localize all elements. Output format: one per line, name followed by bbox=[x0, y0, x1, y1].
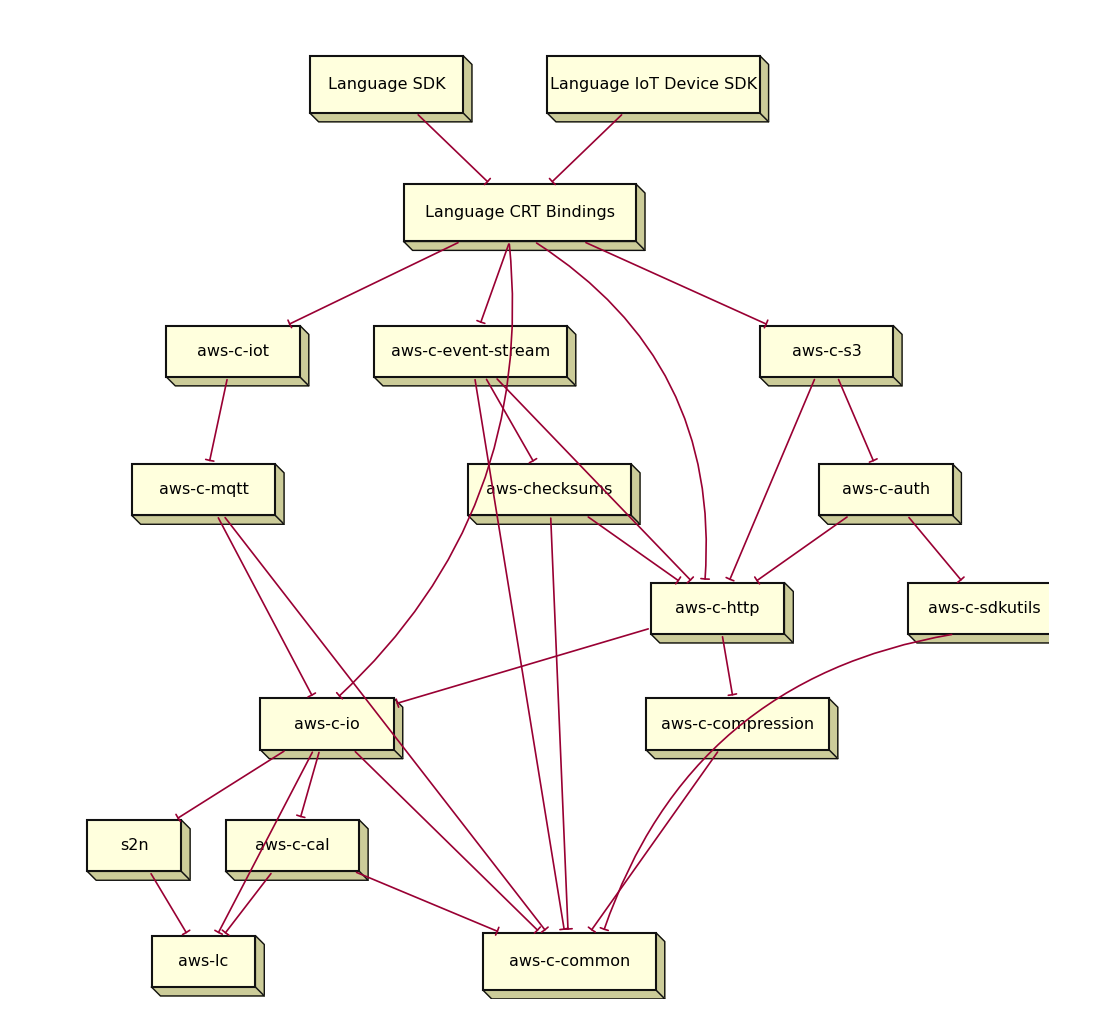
Text: aws-c-cal: aws-c-cal bbox=[255, 838, 329, 854]
Text: Language CRT Bindings: Language CRT Bindings bbox=[425, 205, 614, 220]
Polygon shape bbox=[828, 698, 837, 759]
Text: aws-c-compression: aws-c-compression bbox=[661, 716, 814, 732]
Polygon shape bbox=[275, 464, 284, 525]
Bar bbox=[547, 55, 760, 113]
Text: aws-c-http: aws-c-http bbox=[675, 600, 760, 615]
Text: s2n: s2n bbox=[120, 838, 149, 854]
Bar bbox=[651, 582, 784, 634]
Polygon shape bbox=[820, 516, 962, 525]
Polygon shape bbox=[482, 990, 664, 999]
Bar bbox=[645, 698, 828, 750]
Polygon shape bbox=[468, 516, 640, 525]
Text: aws-c-io: aws-c-io bbox=[294, 716, 360, 732]
Bar bbox=[88, 820, 181, 872]
Text: aws-c-auth: aws-c-auth bbox=[842, 482, 929, 497]
Bar bbox=[152, 935, 255, 987]
Polygon shape bbox=[637, 184, 645, 250]
Text: aws-c-s3: aws-c-s3 bbox=[792, 344, 862, 359]
Polygon shape bbox=[1061, 582, 1070, 643]
Polygon shape bbox=[374, 377, 576, 385]
Bar bbox=[468, 464, 631, 516]
Polygon shape bbox=[226, 872, 368, 880]
Polygon shape bbox=[255, 935, 264, 996]
Text: aws-c-iot: aws-c-iot bbox=[197, 344, 269, 359]
Text: aws-checksums: aws-checksums bbox=[487, 482, 613, 497]
Bar bbox=[309, 55, 464, 113]
Polygon shape bbox=[953, 464, 962, 525]
Bar bbox=[404, 184, 637, 241]
Text: aws-c-event-stream: aws-c-event-stream bbox=[390, 344, 550, 359]
Bar bbox=[820, 464, 953, 516]
Bar bbox=[482, 932, 655, 990]
Polygon shape bbox=[893, 326, 902, 385]
Polygon shape bbox=[631, 464, 640, 525]
Polygon shape bbox=[166, 377, 308, 385]
Bar bbox=[166, 326, 299, 377]
Polygon shape bbox=[760, 55, 769, 122]
Bar bbox=[226, 820, 359, 872]
Polygon shape bbox=[760, 377, 902, 385]
Text: Language SDK: Language SDK bbox=[327, 77, 445, 92]
Text: aws-c-common: aws-c-common bbox=[509, 954, 630, 969]
Text: aws-c-mqtt: aws-c-mqtt bbox=[159, 482, 248, 497]
Bar bbox=[261, 698, 394, 750]
Polygon shape bbox=[132, 516, 284, 525]
Text: aws-lc: aws-lc bbox=[179, 954, 228, 969]
Polygon shape bbox=[299, 326, 308, 385]
Polygon shape bbox=[394, 698, 403, 759]
Polygon shape bbox=[464, 55, 472, 122]
Text: aws-c-sdkutils: aws-c-sdkutils bbox=[928, 600, 1041, 615]
Polygon shape bbox=[359, 820, 368, 880]
Bar bbox=[908, 582, 1061, 634]
Polygon shape bbox=[309, 113, 472, 122]
Bar bbox=[374, 326, 567, 377]
Text: Language IoT Device SDK: Language IoT Device SDK bbox=[550, 77, 757, 92]
Polygon shape bbox=[651, 634, 793, 643]
Polygon shape bbox=[784, 582, 793, 643]
Polygon shape bbox=[88, 872, 190, 880]
Polygon shape bbox=[645, 750, 837, 759]
Polygon shape bbox=[261, 750, 403, 759]
Polygon shape bbox=[547, 113, 769, 122]
Bar bbox=[132, 464, 275, 516]
Polygon shape bbox=[655, 932, 664, 999]
Polygon shape bbox=[567, 326, 576, 385]
Polygon shape bbox=[181, 820, 190, 880]
Polygon shape bbox=[152, 987, 264, 996]
Polygon shape bbox=[908, 634, 1070, 643]
Polygon shape bbox=[404, 241, 645, 250]
Bar bbox=[760, 326, 893, 377]
